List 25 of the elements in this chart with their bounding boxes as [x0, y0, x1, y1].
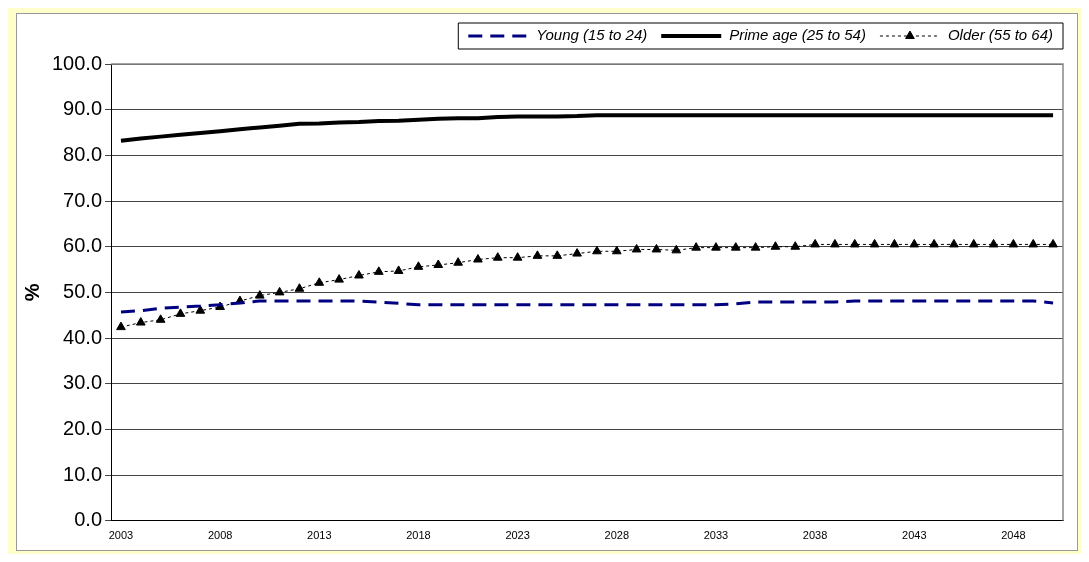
y-tick-label: 20.0 [63, 416, 103, 439]
x-tick-label: 2048 [1001, 529, 1026, 542]
x-tick-label: 2003 [108, 529, 134, 542]
x-tick-label: 2023 [505, 529, 530, 542]
legend-label: Older (55 to 64) [947, 26, 1054, 44]
x-tick-label: 2008 [207, 529, 233, 542]
y-tick-label: 100.0 [51, 51, 103, 74]
y-tick-label: 40.0 [63, 325, 103, 348]
legend-label: Prime age (25 to 54) [729, 26, 866, 44]
y-tick-label: 60.0 [63, 234, 103, 257]
x-tick-label: 2028 [604, 529, 630, 542]
y-axis-title: % [20, 283, 43, 302]
y-tick-label: 80.0 [63, 142, 103, 165]
y-tick-label: 90.0 [63, 97, 103, 120]
y-tick-label: 30.0 [63, 371, 103, 394]
x-tick-label: 2013 [307, 529, 332, 542]
x-tick-label: 2018 [406, 529, 431, 542]
y-tick-label: 70.0 [63, 188, 103, 211]
x-tick-label: 2038 [802, 529, 828, 542]
y-tick-label: 10.0 [63, 462, 103, 485]
x-tick-label: 2043 [902, 529, 927, 542]
legend-label: Young (15 to 24) [536, 26, 648, 44]
x-tick-label: 2033 [703, 529, 729, 542]
y-tick-label: 0.0 [74, 508, 103, 531]
y-tick-label: 50.0 [63, 279, 103, 302]
